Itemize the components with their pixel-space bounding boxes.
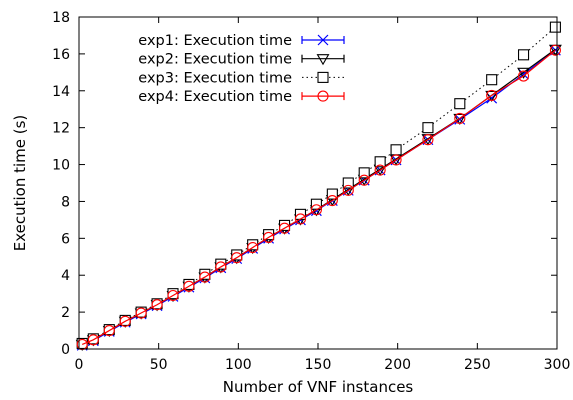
y-tick-label: 0 (61, 342, 70, 358)
y-tick-label: 12 (52, 121, 70, 137)
series-4-point (167, 289, 179, 302)
legend: exp1: Execution time exp2: Execution time… (138, 33, 345, 105)
series-4-line (81, 49, 556, 345)
legend-label: exp2: Execution time (138, 52, 292, 68)
series-3-point (326, 188, 338, 200)
x-tick-label: 0 (75, 357, 84, 373)
series-3-point (135, 306, 147, 318)
series-3-point (374, 156, 386, 168)
series-4-point (517, 70, 530, 82)
series-4-point (87, 334, 99, 346)
series-4-point (326, 194, 338, 207)
y-tick-label: 4 (61, 268, 70, 284)
y-tick-label: 16 (52, 47, 70, 63)
series-4-point (390, 154, 402, 166)
series-4-point (358, 174, 370, 186)
series-4-point (231, 252, 243, 264)
series-4-point (278, 222, 291, 234)
legend-marker (317, 34, 329, 46)
series-4-point (215, 261, 227, 273)
series-4-point (454, 112, 466, 124)
y-axis-title: Execution time (s) (11, 115, 29, 252)
legend-entry-4: exp4: Execution time (138, 89, 345, 105)
series-4-point (549, 44, 561, 56)
x-axis-title: Number of VNF instances (223, 378, 414, 396)
legend-label: exp3: Execution time (138, 70, 292, 86)
series-3-point (517, 49, 530, 61)
x-tick-label: 300 (544, 357, 571, 373)
series-4-point (151, 299, 163, 311)
series-3-point (549, 21, 561, 33)
series-2-point (485, 90, 499, 102)
legend-marker (317, 71, 329, 83)
series-3-point (486, 74, 498, 86)
legend-marker (316, 54, 330, 66)
x-tick-label: 50 (150, 357, 168, 373)
y-tick-label: 14 (52, 84, 70, 100)
series-3-point (454, 98, 466, 110)
plot-frame (78, 16, 558, 350)
series-4-point (199, 271, 211, 283)
legend-marker (317, 90, 329, 102)
series-4-point (135, 307, 147, 319)
legend-label: exp4: Execution time (138, 89, 292, 105)
series-4-point (294, 213, 307, 225)
series-3-point (358, 167, 370, 179)
legend-entry-3: exp3: Execution time (138, 70, 344, 86)
series-3-point (87, 333, 99, 345)
x-tick-label: 100 (225, 357, 252, 373)
series-4-point (103, 325, 115, 337)
legend-entry-1: exp1: Execution time (138, 33, 345, 49)
series-3 (76, 21, 561, 350)
series-4-point (422, 134, 434, 146)
legend-label: exp1: Execution time (138, 33, 292, 49)
series-4-point (342, 184, 354, 196)
y-tick-label: 8 (61, 194, 70, 210)
series-layer (75, 21, 562, 351)
x-tick-label: 250 (464, 357, 491, 373)
series-4 (76, 44, 561, 350)
series-3-point (151, 298, 163, 310)
series-2-point (453, 113, 467, 126)
series-3-point (342, 177, 354, 189)
series-4-point (247, 242, 259, 254)
series-3-point (422, 122, 434, 134)
tick-labels: 0 50 100 150 200 250 300 0 2 4 6 8 10 12 14 16 18 (52, 10, 570, 373)
y-tick-label: 6 (61, 231, 70, 247)
y-tick-label: 10 (52, 158, 70, 174)
series-3-point (390, 144, 402, 156)
legend-entry-2: exp2: Execution time (138, 52, 345, 68)
series-4-point (374, 164, 386, 176)
series-4-point (310, 204, 322, 216)
series-4-point (183, 280, 195, 292)
x-tick-label: 200 (384, 357, 411, 373)
series-4-point (486, 89, 498, 101)
y-tick-label: 2 (61, 305, 70, 321)
series-4-point (119, 315, 131, 327)
series-4-point (263, 231, 275, 243)
y-tick-label: 18 (52, 10, 70, 26)
x-tick-label: 150 (305, 357, 332, 373)
